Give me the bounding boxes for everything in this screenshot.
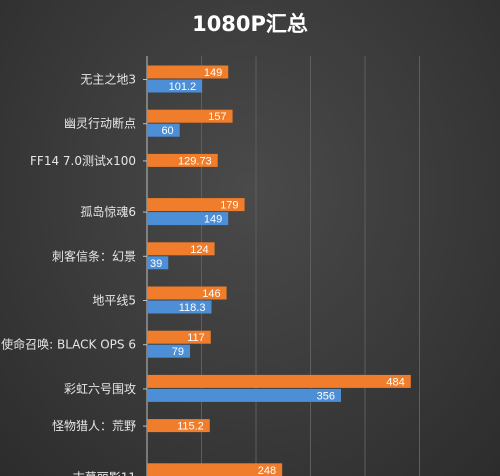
data-label: 60 [161,125,173,137]
bar-blue [147,300,212,314]
labels: 无主之地3 149 101.2 幽灵行动断点 157 60 FF14 7.0测试x100 12… [1,67,405,476]
bar-orange [147,153,218,167]
category-label: 孤岛惊魂6 [80,204,136,219]
bar-blue [147,388,342,402]
data-label: 129.73 [178,155,212,167]
category-label: 无主之地3 [80,73,136,87]
data-label: 146 [202,288,220,300]
bar-orange [147,109,233,123]
bars [147,65,411,476]
data-label: 39 [150,258,162,270]
chart-title: 1080P汇总 [192,12,308,36]
bar-orange [147,242,215,256]
data-label: 149 [204,67,222,79]
category-label: 刺客信条：幻景 [52,248,136,263]
data-label: 79 [172,346,184,358]
bar-orange [147,374,411,388]
bar-blue [147,123,180,137]
bar-orange [147,65,229,79]
category-label: FF14 7.0测试x100 [30,153,136,168]
data-label: 118.3 [179,302,206,314]
bar-blue [147,212,229,226]
data-label: 179 [220,200,238,212]
bar-orange [147,286,227,300]
data-label: 115.2 [177,421,204,433]
category-label: 使命召唤: BLACK OPS 6 [1,337,136,352]
bar-orange [147,330,211,344]
data-label: 484 [386,376,404,388]
category-label: 地平线5 [92,294,136,308]
data-label: 149 [204,214,222,226]
category-label: 古墓丽影11 [73,469,136,476]
bar-blue [147,344,191,358]
category-label: 怪物猎人：荒野 [52,419,136,433]
data-label: 157 [208,111,226,123]
category-label: 彩虹六号围攻 [64,382,136,396]
data-label: 124 [190,244,208,256]
data-label: 248 [258,465,276,476]
bar-orange [147,463,283,476]
data-label: 356 [317,390,335,402]
category-label: 幽灵行动断点 [64,116,136,131]
data-label: 101.2 [169,81,197,93]
bar-blue [147,79,203,93]
data-label: 117 [187,332,205,344]
bar-orange [147,419,210,433]
bar-blue [147,256,169,270]
bar-orange [147,198,245,212]
